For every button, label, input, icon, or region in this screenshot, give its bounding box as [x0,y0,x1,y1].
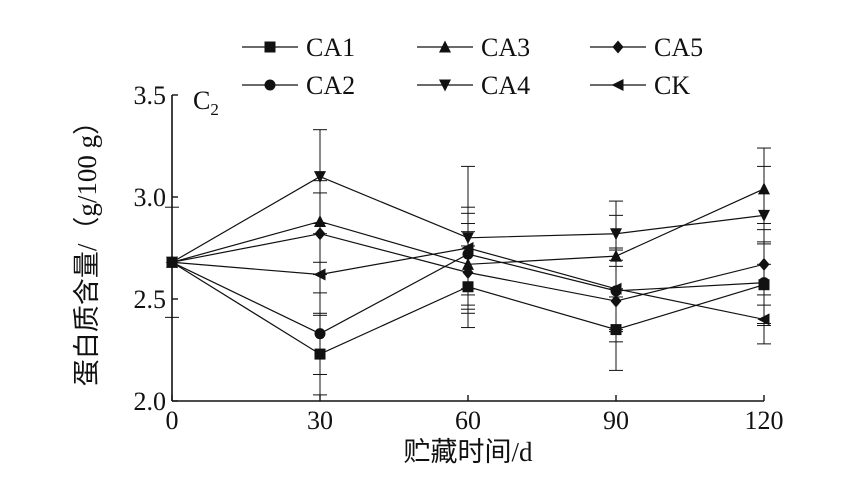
series-markers [165,171,770,360]
data-point-ck [313,268,326,281]
x-axis-title: 贮藏时间/d [403,437,533,467]
data-point-ca3 [462,257,474,270]
data-point-ca3 [758,182,770,195]
legend-label-ck: CK [654,71,690,100]
data-point-ca4 [610,228,622,241]
data-point-ck [165,256,178,269]
data-point-ca1 [314,348,326,360]
x-tick-label: 60 [455,406,481,435]
data-point-ca5 [462,265,474,279]
legend-label-ca2: CA2 [306,71,355,100]
x-tick-label: 30 [307,406,333,435]
data-point-ca5 [610,294,622,308]
data-point-ca4 [758,209,770,222]
legend-marker-ca2 [264,79,276,91]
data-point-ck [609,282,622,295]
legend-label-ca1: CA1 [306,33,355,62]
x-tick-label: 90 [603,406,629,435]
data-point-ca5 [314,227,326,241]
legend-marker-ca4 [439,79,451,92]
panel-label-main: C [193,86,210,115]
data-point-ca3 [314,214,326,227]
data-point-ck [757,313,770,326]
x-tick-label: 0 [166,406,179,435]
data-point-ca2 [314,328,326,340]
legend-label-ca5: CA5 [654,33,703,62]
legend: CA1 CA3 CA5 CA2 CA4 CK [242,33,703,100]
axis-ticks: 0 30 60 90 120 2.0 2.5 3.0 3.5 [134,81,784,435]
legend-marker-ca3 [439,40,451,53]
panel-label-subscript: 2 [210,100,219,119]
data-point-ca5 [758,257,770,271]
y-axis-title: 蛋白质含量/（g/100 g） [72,108,102,386]
legend-marker-ck [611,79,624,91]
y-tick-label: 3.0 [134,183,167,212]
data-point-ca1 [462,281,474,293]
legend-marker-ca1 [264,41,276,53]
legend-label-ca4: CA4 [481,71,530,100]
data-point-ck [461,242,474,254]
legend-marker-ca5 [612,40,624,54]
legend-label-ca3: CA3 [481,33,530,62]
data-point-ca1 [610,324,622,336]
data-point-ca2 [758,277,770,289]
data-point-ca4 [314,171,326,184]
y-tick-label: 2.5 [134,285,167,314]
x-tick-label: 120 [745,406,784,435]
panel-label: C2 [193,86,219,119]
data-point-ca3 [610,249,622,262]
data-point-ca4 [462,232,474,245]
y-tick-label: 2.0 [134,387,167,416]
y-tick-label: 3.5 [134,81,167,110]
